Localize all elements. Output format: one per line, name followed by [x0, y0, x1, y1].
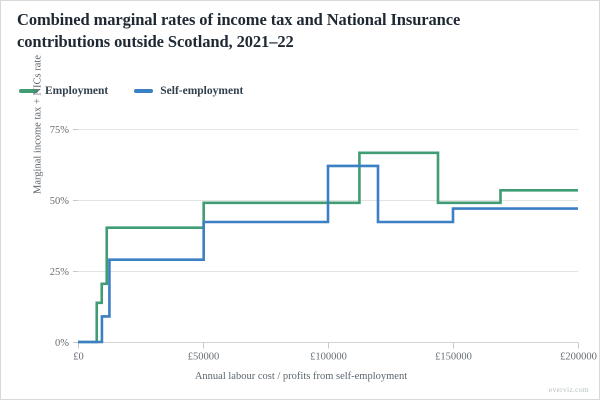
x-tick-label: £0	[73, 352, 84, 362]
legend-item-self-employment[interactable]: Self-employment	[134, 85, 243, 97]
y-axis-ticks: 0% 25% 50% 75%	[50, 125, 70, 349]
y-tick-label: 75%	[50, 125, 70, 136]
x-tick-label: £200000	[560, 352, 597, 362]
series-line-self-employment[interactable]	[78, 164, 578, 344]
legend-swatch-employment	[19, 89, 38, 93]
attribution-credit: everviz.com	[548, 385, 589, 394]
chart-svg: 0% 25% 50% 75% £0 £50000 £100000 £150000 £20000…	[50, 125, 597, 362]
x-tick-label: £50000	[188, 352, 220, 362]
series-line-employment[interactable]	[78, 151, 578, 344]
chart-legend: Employment Self-employment	[19, 85, 243, 97]
legend-item-employment[interactable]: Employment	[19, 85, 108, 97]
x-tick-label: £150000	[435, 352, 472, 362]
legend-swatch-self-employment	[134, 89, 154, 93]
y-axis-label: Marginal income tax + NICs rate	[32, 55, 44, 194]
plot-area: 0% 25% 50% 75% £0 £50000 £100000 £150000 £20000…	[1, 111, 600, 361]
y-tick-label: 0%	[55, 338, 69, 349]
legend-label-employment: Employment	[45, 85, 109, 97]
chart-title: Combined marginal rates of income tax an…	[17, 10, 461, 51]
y-tick-label: 25%	[50, 267, 70, 278]
y-tick-label: 50%	[50, 196, 70, 207]
gridlines	[73, 129, 578, 343]
x-axis-label: Annual labour cost / profits from self-e…	[194, 371, 408, 382]
x-axis-ticks: £0 £50000 £100000 £150000 £200000	[73, 342, 597, 362]
x-tick-label: £100000	[310, 352, 347, 362]
legend-label-self-employment: Self-employment	[160, 85, 244, 97]
data-series-layer	[78, 151, 578, 344]
